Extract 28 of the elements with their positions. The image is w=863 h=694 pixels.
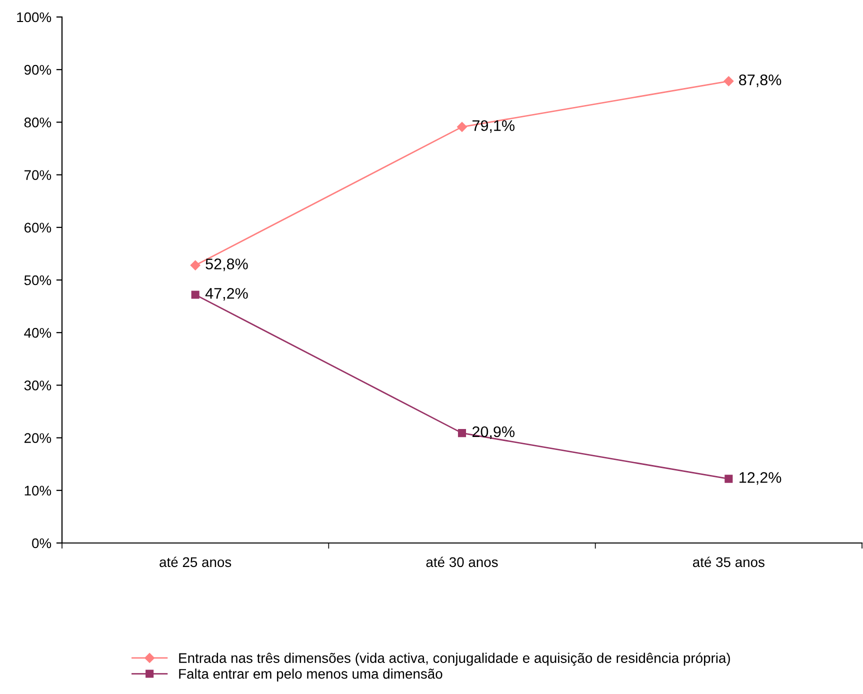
point (191, 290, 200, 299)
data-label: 79,1% (472, 120, 514, 133)
y-tick-label: 70% (24, 170, 52, 180)
point (724, 474, 733, 483)
y-tick-label: 10% (24, 486, 52, 496)
y-tick-label: 40% (24, 328, 52, 338)
x-tick-label: até 30 anos (426, 556, 498, 568)
y-tick-label: 30% (24, 380, 52, 390)
point (457, 122, 467, 132)
y-tick-label: 100% (17, 12, 52, 22)
data-label: 52,8% (206, 258, 248, 272)
data-label: 20,9% (472, 426, 514, 439)
legend-label: Entrada nas três dimensões (vida activa, conjugalidade e aquisição de residência própria) (179, 652, 730, 666)
point (190, 260, 200, 270)
y-tick-label: 80% (24, 118, 52, 128)
data-label: 12,2% (740, 472, 782, 485)
point (724, 76, 734, 86)
x-tick-label: até 25 anos (160, 556, 232, 568)
legend-label: Falta entrar em pelo menos uma dimensão (179, 668, 442, 682)
data-label: 47,2% (205, 288, 248, 301)
y-tick-label: 90% (24, 64, 52, 75)
y-tick-label: 20% (24, 433, 52, 443)
point (458, 429, 466, 438)
y-tick-label: 0% (32, 538, 52, 548)
x-tick-label: até 35 anos (692, 556, 764, 568)
y-tick-label: 60% (24, 222, 52, 233)
y-tick-label: 50% (24, 275, 52, 286)
data-label: 87,8% (739, 74, 782, 88)
